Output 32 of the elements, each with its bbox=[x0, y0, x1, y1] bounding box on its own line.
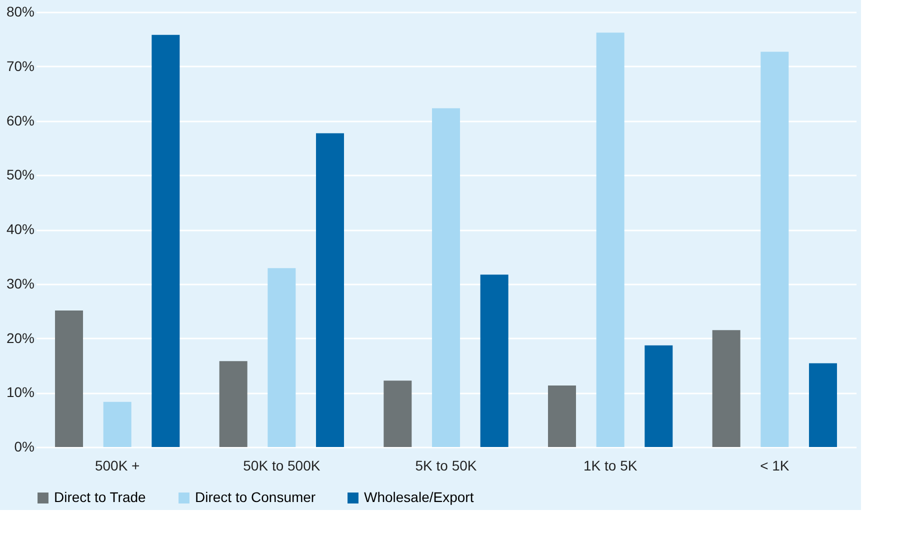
legend-label: Wholesale/Export bbox=[364, 489, 474, 505]
y-tick-label: 0% bbox=[14, 438, 34, 454]
bar bbox=[596, 32, 624, 447]
y-tick-label: 30% bbox=[6, 275, 34, 292]
y-tick-label: 20% bbox=[6, 330, 34, 346]
bar bbox=[384, 380, 412, 447]
bar bbox=[432, 108, 460, 447]
x-tick-label: 5K to 50K bbox=[415, 458, 478, 474]
bar bbox=[808, 363, 837, 447]
y-tick-label: 10% bbox=[6, 384, 34, 400]
bar bbox=[480, 274, 508, 447]
bar bbox=[268, 268, 296, 447]
y-tick-label: 50% bbox=[6, 166, 34, 183]
y-tick-label: 70% bbox=[6, 58, 34, 74]
legend-label: Direct to Trade bbox=[54, 489, 146, 505]
bar bbox=[316, 133, 344, 447]
bar bbox=[760, 52, 789, 447]
bar bbox=[152, 34, 180, 447]
bar bbox=[55, 310, 84, 447]
bar bbox=[103, 402, 132, 447]
x-tick-label: 1K to 5K bbox=[583, 458, 638, 474]
x-tick-label: 50K to 500K bbox=[243, 458, 321, 474]
y-tick-label: 60% bbox=[6, 112, 34, 128]
y-tick-label: 80% bbox=[6, 4, 34, 20]
bar bbox=[644, 345, 673, 447]
x-tick-label: < 1K bbox=[760, 458, 790, 474]
bar bbox=[712, 330, 740, 447]
bar bbox=[548, 386, 576, 447]
legend-label: Direct to Consumer bbox=[195, 489, 316, 505]
x-tick-label: 500K + bbox=[94, 458, 140, 474]
y-tick-label: 40% bbox=[6, 221, 34, 237]
bar bbox=[219, 361, 248, 447]
